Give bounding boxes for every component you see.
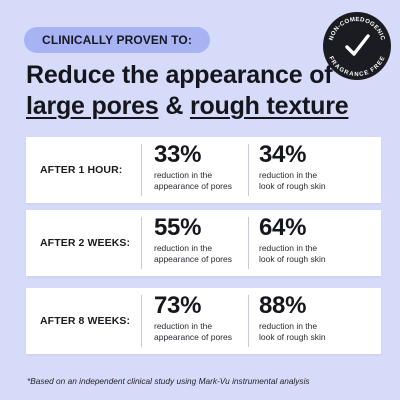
pores-desc-2: appearance of pores [154,180,232,191]
divider [141,144,142,196]
result-card-1-hour: AFTER 1 HOUR: 33% reduction in the appea… [26,137,381,203]
pores-value: 33% [154,141,202,168]
texture-value: 88% [259,292,307,319]
pores-value: 55% [154,214,202,241]
pores-desc-1: reduction in the [154,170,213,180]
texture-value: 64% [259,214,307,241]
pores-desc-1: reduction in the [154,243,213,253]
pores-desc-2: appearance of pores [154,253,232,264]
badge-seal: NON-COMEDOGENIC FRAGRANCE FREE [323,12,391,80]
result-card-8-weeks: AFTER 8 WEEKS: 73% reduction in the appe… [26,288,381,354]
result-label: AFTER 8 WEEKS: [40,315,131,327]
divider [248,144,249,196]
title-rough-texture: rough texture [189,92,349,120]
pores-desc-1: reduction in the [154,321,213,331]
checkmark-icon [345,34,370,56]
pores-value: 73% [154,292,202,319]
result-label: AFTER 2 WEEKS: [40,237,131,249]
texture-stat: 88% reduction in the look of rough skin [259,293,326,342]
pores-stat: 73% reduction in the appearance of pores [154,293,232,342]
texture-value: 34% [259,141,307,168]
page-title: Reduce the appearance of large pores & r… [26,60,356,122]
title-large-pores: large pores [26,92,159,120]
title-line-2: large pores & rough texture [26,91,356,122]
pill-label: CLINICALLY PROVEN TO: [42,33,192,47]
pores-desc-2: appearance of pores [154,331,232,342]
result-card-2-weeks: AFTER 2 WEEKS: 55% reduction in the appe… [26,210,381,276]
pores-stat: 55% reduction in the appearance of pores [154,215,232,264]
divider [248,295,249,347]
texture-stat: 64% reduction in the look of rough skin [259,215,326,264]
texture-stat: 34% reduction in the look of rough skin [259,142,326,191]
title-line-1: Reduce the appearance of [26,61,333,89]
divider [141,217,142,269]
texture-desc-1: reduction in the [259,170,318,180]
pores-stat: 33% reduction in the appearance of pores [154,142,232,191]
texture-desc-2: look of rough skin [259,180,326,191]
divider [248,217,249,269]
texture-desc-2: look of rough skin [259,331,326,342]
footnote: *Based on an independent clinical study … [27,376,310,386]
texture-desc-1: reduction in the [259,243,318,253]
texture-desc-1: reduction in the [259,321,318,331]
texture-desc-2: look of rough skin [259,253,326,264]
clinically-proven-pill: CLINICALLY PROVEN TO: [24,27,210,53]
result-label: AFTER 1 HOUR: [40,164,123,176]
title-ampersand: & [158,92,190,120]
divider [141,295,142,347]
